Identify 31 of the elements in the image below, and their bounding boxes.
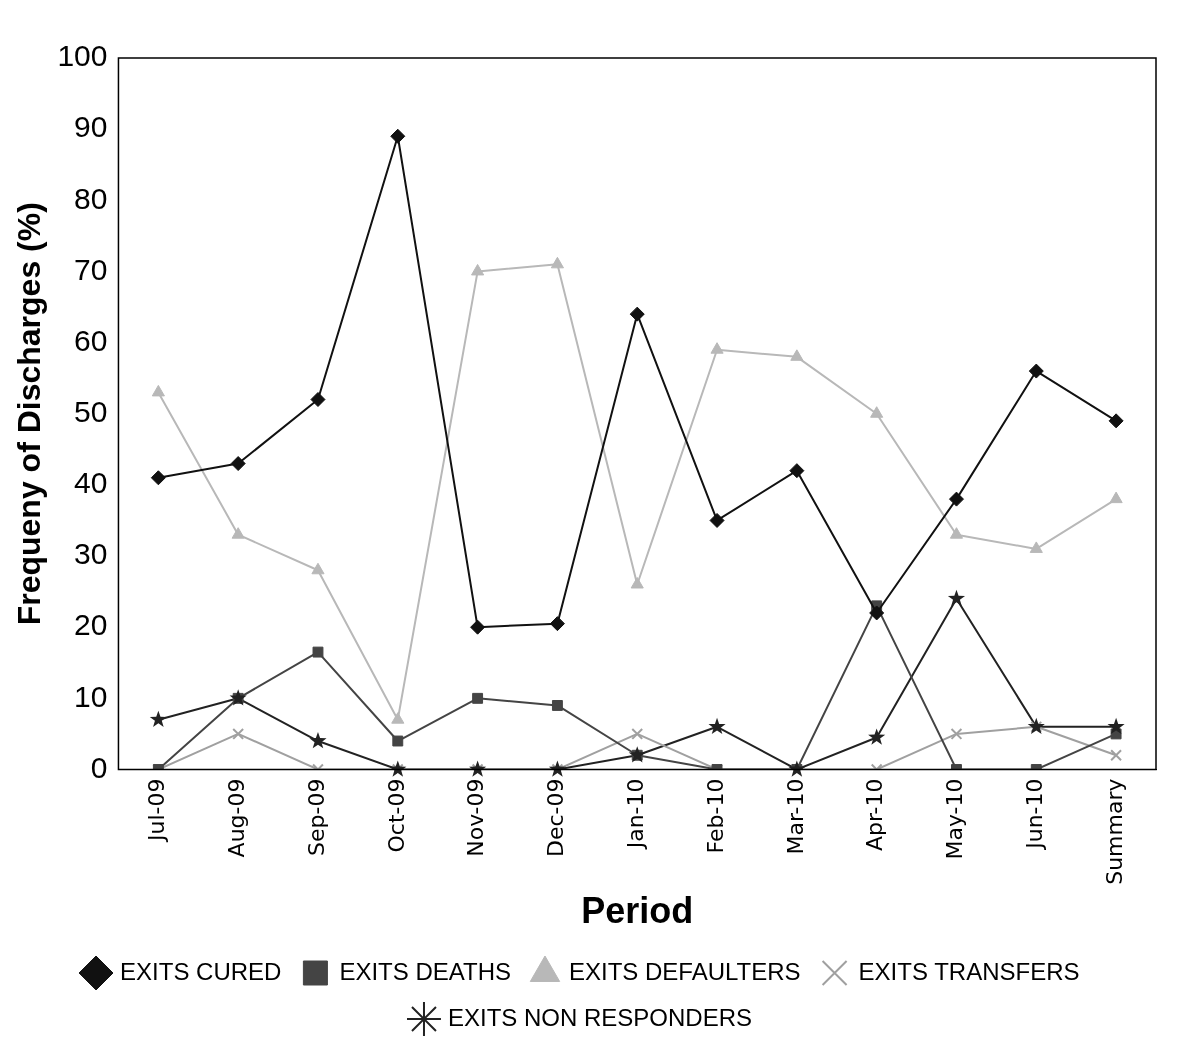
y-tick-label: 30 xyxy=(74,537,108,571)
x-tick-label: Aug-09 xyxy=(223,778,249,858)
y-tick-label: 70 xyxy=(74,252,108,286)
legend-label: EXITS DEFAULTERS xyxy=(568,957,801,985)
x-tick-label: Mar-10 xyxy=(782,778,808,855)
y-tick-label: 80 xyxy=(74,181,108,215)
y-tick-label: 40 xyxy=(74,466,108,500)
x-tick-label: Jan-10 xyxy=(622,778,648,851)
y-tick-label: 100 xyxy=(57,39,108,73)
legend-label: EXITS TRANSFERS xyxy=(858,957,1080,985)
legend-label: EXITS CURED xyxy=(120,957,282,985)
legend-label: EXITS NON RESPONDERS xyxy=(447,1003,753,1031)
y-tick-label: 90 xyxy=(74,110,108,144)
y-tick-label: 60 xyxy=(74,323,108,357)
y-tick-label: 0 xyxy=(90,750,108,784)
x-tick-label: Jun-10 xyxy=(1022,778,1047,851)
y-tick-label: 50 xyxy=(74,395,108,429)
legend-label: EXITS DEATHS xyxy=(339,957,511,985)
x-tick-label: May-10 xyxy=(942,778,968,860)
x-tick-label: Nov-09 xyxy=(463,778,489,857)
x-tick-label: Jul-09 xyxy=(144,778,170,843)
x-axis-title: Period xyxy=(581,890,694,932)
x-tick-label: Oct-09 xyxy=(383,778,409,853)
y-tick-label: 10 xyxy=(74,679,108,713)
x-tick-label: Summary xyxy=(1101,778,1127,885)
y-axis-title: Frequeny of Discharges (%) xyxy=(11,202,48,626)
x-tick-label: Dec-09 xyxy=(543,778,569,857)
x-tick-label: Apr-10 xyxy=(862,778,888,852)
x-tick-label: Feb-10 xyxy=(702,778,728,854)
y-tick-label: 20 xyxy=(74,608,108,642)
x-tick-label: Sep-09 xyxy=(303,778,329,856)
